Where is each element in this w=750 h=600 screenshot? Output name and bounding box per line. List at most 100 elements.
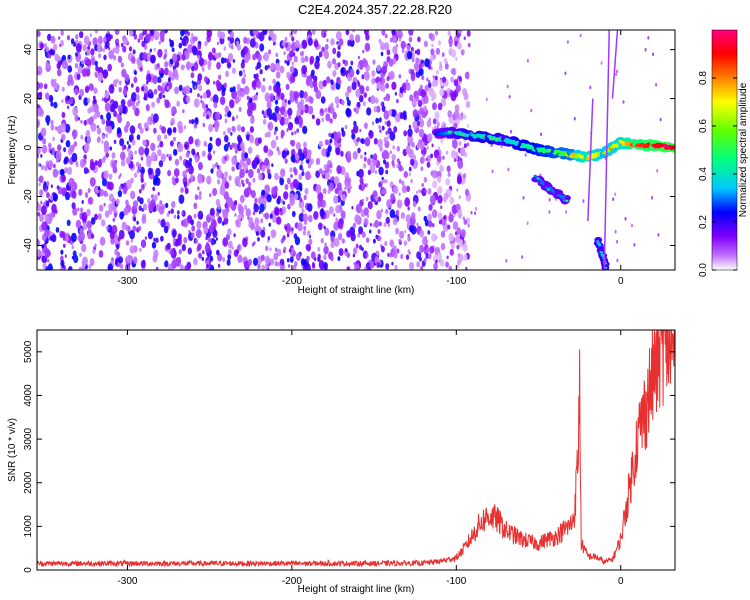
spectrogram-noise-cell: [323, 262, 328, 270]
spectrogram-noise-cell: [241, 213, 245, 219]
spectrogram-noise-cell: [252, 30, 259, 36]
spectrogram-noise-cell: [297, 101, 303, 111]
x-tick-label: -100: [446, 276, 466, 287]
spectrogram-noise-cell: [95, 74, 98, 78]
spectrogram-noise-cell: [355, 34, 361, 43]
spectrogram-noise-cell: [123, 144, 127, 150]
spectrogram-noise-cell: [152, 254, 158, 263]
spectrogram-noise-cell: [173, 168, 180, 178]
spectrogram-noise-cell: [426, 154, 432, 163]
spectrogram-noise-cell: [296, 128, 300, 133]
spectrogram-ridge-core-secondary: [565, 199, 569, 202]
spectrogram-noise-cell: [146, 159, 152, 168]
spectrogram-noise-cell: [85, 129, 91, 138]
spectrogram-noise-cell: [420, 265, 424, 270]
spectrogram-noise-cell: [452, 139, 458, 149]
spectrogram-noise-cell: [45, 61, 50, 68]
spectrogram-noise-cell: [134, 150, 137, 155]
spectrogram-noise-cell: [185, 61, 192, 71]
spectrogram-noise-cell: [391, 154, 396, 162]
colorbar-tick-label: 0.0: [698, 263, 709, 277]
spectrogram-noise-cell: [130, 83, 134, 88]
spectrogram-noise-cell: [184, 187, 189, 195]
spectrogram-noise-cell: [81, 212, 88, 222]
spectrogram-noise-cell: [223, 131, 226, 136]
spectrogram-noise-cell: [118, 80, 122, 86]
spectrogram-noise-cell: [101, 134, 105, 140]
spectrogram-noise-cell: [283, 111, 288, 118]
spectrogram-noise-cell: [453, 110, 460, 120]
spectrogram-noise-cell: [196, 220, 202, 229]
spectrogram-noise-cell: [101, 140, 104, 144]
spectrogram-noise-cell: [104, 102, 111, 112]
spectrogram-noise-cell: [233, 249, 239, 257]
spectrogram-noise-cell: [208, 224, 215, 234]
spectrogram-noise-cell: [67, 105, 70, 110]
spectrogram-noise-cell: [403, 171, 408, 178]
spectrogram-noise-cell: [198, 57, 205, 66]
spectrogram-noise-cell: [190, 72, 195, 79]
spectrogram-x-ticks: -300 -200 -100 0: [117, 30, 624, 287]
spectrogram-noise-cell: [188, 119, 192, 124]
spectrogram-noise-cell: [274, 105, 280, 114]
spectrogram-noise-cell: [254, 217, 260, 226]
spectrogram-noise-cell: [216, 179, 221, 185]
spectrogram-noise-cell: [121, 221, 127, 231]
spectrogram-noise-cell: [258, 196, 263, 205]
spectrogram-noise-cell: [48, 94, 54, 103]
spectrogram-noise-cell: [355, 108, 359, 114]
spectrogram-noise-cell: [185, 168, 189, 173]
spectrogram-faint-cell: [600, 61, 603, 65]
spectrogram-noise-cell: [280, 199, 284, 204]
spectrogram-noise-cell: [82, 44, 87, 52]
spectrogram-noise-cell: [264, 212, 269, 220]
spectrogram-noise-cell: [125, 179, 132, 190]
spectrogram-noise-cell: [44, 248, 51, 258]
spectrogram-noise-cell: [329, 118, 333, 124]
spectrogram-noise-cell: [352, 30, 356, 33]
spectrogram-noise-cell: [213, 101, 218, 109]
spectrogram-noise-cell: [54, 209, 58, 214]
spectrogram-noise-cell: [315, 89, 322, 100]
spectrogram-noise-cell: [278, 107, 280, 111]
spectrogram-noise-cell: [430, 153, 434, 159]
spectrogram-noise-cell: [194, 139, 199, 146]
spectrogram-noise-cell: [323, 245, 329, 255]
spectrogram-noise-cell: [72, 106, 79, 117]
spectrogram-x-axis-label: Height of straight line (km): [298, 285, 415, 296]
spectrogram-noise-cell: [399, 34, 402, 39]
spectrogram-noise-cell: [233, 200, 238, 206]
spectrogram-noise-cell: [463, 254, 468, 261]
spectrogram-noise-cell: [372, 59, 376, 65]
spectrogram-noise-cell: [56, 158, 59, 163]
spectrogram-noise-cell: [187, 31, 191, 36]
spectrogram-noise-cell: [273, 185, 278, 193]
spectrogram-noise-cell: [48, 142, 52, 148]
spectrogram-noise-cell: [405, 79, 409, 84]
spectrogram-noise-cell: [187, 181, 190, 186]
spectrogram-noise-cell: [337, 219, 344, 229]
spectrogram-noise-cell: [466, 30, 471, 37]
spectrogram-noise-cell: [170, 117, 176, 126]
spectrogram-noise-cell: [257, 263, 261, 270]
spectrogram-noise-cell: [427, 213, 433, 222]
spectrogram-noise-cell: [415, 57, 419, 64]
spectrogram-noise-cell: [400, 253, 404, 260]
spectrogram-noise-cell: [321, 46, 325, 53]
spectrogram-noise-cell: [140, 172, 144, 179]
spectrogram-noise-cell: [341, 99, 345, 106]
spectrogram-noise-cell: [431, 96, 434, 102]
spectrogram-noise-cell: [283, 51, 286, 55]
spectrogram-noise-cell: [107, 125, 113, 134]
spectrogram-noise-cell: [408, 172, 411, 176]
spectrogram-ridge-core-secondary: [550, 188, 554, 191]
spectrogram-noise-cell: [141, 216, 147, 224]
spectrogram-noise-cell: [116, 38, 120, 44]
spectrogram-noise-cell: [74, 62, 79, 69]
spectrogram-noise-cell: [319, 208, 325, 217]
spectrogram-noise-cell: [457, 253, 460, 258]
spectrogram-noise-cell: [188, 136, 194, 145]
spectrogram-noise-cell: [386, 199, 392, 209]
spectrogram-noise-cell: [388, 109, 393, 116]
spectrogram-ridge-core-low: [598, 244, 602, 247]
